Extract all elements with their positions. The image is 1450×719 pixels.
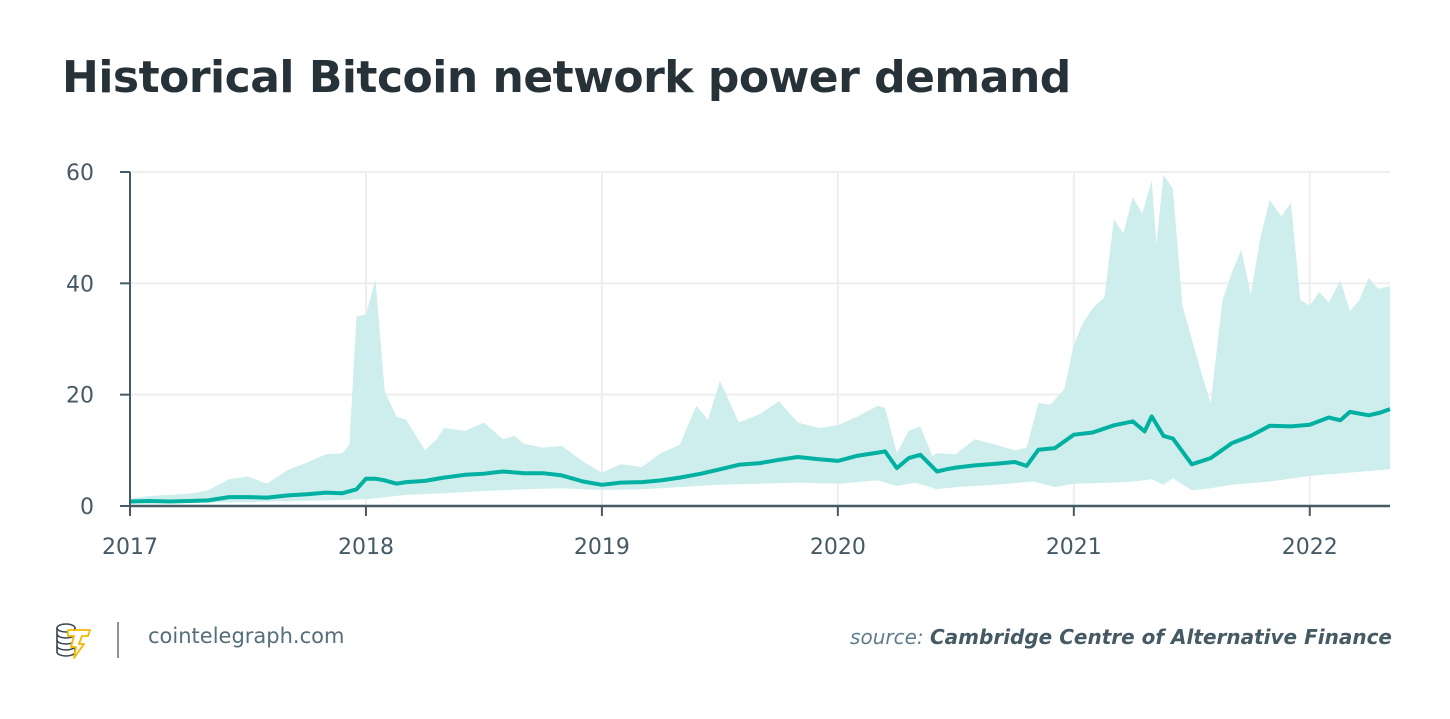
range-band — [130, 174, 1390, 504]
source-name: Cambridge Centre of Alternative Finance — [930, 625, 1392, 649]
y-tick-label: 0 — [80, 495, 94, 520]
x-axis-ticks: 2017 2018 2019 2020 2021 2022 — [102, 506, 1338, 560]
estimate-line — [129, 407, 1391, 504]
site-link[interactable]: cointelegraph.com — [148, 624, 345, 648]
x-tick-label: 2022 — [1282, 535, 1338, 560]
y-tick-label: 60 — [66, 161, 94, 186]
page-title: Historical Bitcoin network power demand — [62, 52, 1071, 103]
y-tick-label: 40 — [66, 272, 94, 297]
x-tick-label: 2021 — [1046, 535, 1102, 560]
x-tick-label: 2018 — [338, 535, 394, 560]
y-tick-label: 20 — [66, 384, 94, 409]
x-tick-label: 2017 — [102, 535, 158, 560]
x-tick-label: 2019 — [574, 535, 630, 560]
source-credit: source: Cambridge Centre of Alternative … — [850, 625, 1392, 649]
y-axis-ticks: 0 20 40 60 — [66, 161, 130, 520]
cointelegraph-logo-icon — [54, 620, 98, 660]
x-tick-label: 2020 — [810, 535, 866, 560]
footer-divider — [117, 622, 119, 658]
chart: 0 20 40 60 2017 2018 2019 2020 2021 2022 — [66, 161, 1391, 560]
source-label: source: — [850, 625, 924, 649]
axes — [129, 172, 1390, 508]
